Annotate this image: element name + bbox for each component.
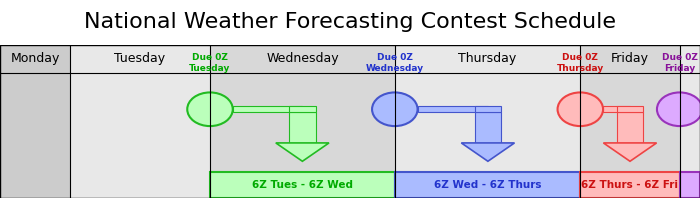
Bar xyxy=(617,106,643,112)
Bar xyxy=(70,45,210,198)
Bar xyxy=(580,172,680,198)
Text: Due 0Z
Wednesday: Due 0Z Wednesday xyxy=(365,53,424,72)
Bar xyxy=(289,112,316,143)
Bar xyxy=(680,45,700,198)
Text: Due 0Z
Thursday: Due 0Z Thursday xyxy=(556,53,604,72)
Bar xyxy=(395,172,580,198)
Text: 6Z Wed - 6Z Thurs: 6Z Wed - 6Z Thurs xyxy=(434,180,541,190)
Bar xyxy=(603,106,630,112)
Text: 6Z Tues - 6Z Wed: 6Z Tues - 6Z Wed xyxy=(252,180,353,190)
Bar xyxy=(232,106,302,112)
Polygon shape xyxy=(603,143,657,161)
Bar xyxy=(0,45,70,198)
Bar xyxy=(210,45,395,198)
Text: Monday: Monday xyxy=(10,52,60,65)
Bar xyxy=(475,112,501,143)
Bar xyxy=(580,45,680,198)
Bar xyxy=(289,106,316,112)
Ellipse shape xyxy=(657,92,700,126)
Text: Friday: Friday xyxy=(611,52,649,65)
Text: 6Z Thurs - 6Z Fri: 6Z Thurs - 6Z Fri xyxy=(582,180,678,190)
Text: Thursday: Thursday xyxy=(458,52,517,65)
Bar xyxy=(417,106,488,112)
Polygon shape xyxy=(461,143,514,161)
Text: Due 0Z
Tuesday: Due 0Z Tuesday xyxy=(189,53,231,72)
Text: Tuesday: Tuesday xyxy=(114,52,166,65)
Text: National Weather Forecasting Contest Schedule: National Weather Forecasting Contest Sch… xyxy=(84,12,616,32)
Ellipse shape xyxy=(372,92,417,126)
Polygon shape xyxy=(276,143,329,161)
Ellipse shape xyxy=(557,92,603,126)
Bar xyxy=(210,172,395,198)
Bar xyxy=(395,45,580,198)
Text: Due 0Z
Friday: Due 0Z Friday xyxy=(662,53,698,72)
Bar xyxy=(617,112,643,143)
Bar xyxy=(680,172,700,198)
Text: Wednesday: Wednesday xyxy=(266,52,339,65)
Bar xyxy=(475,106,501,112)
Ellipse shape xyxy=(188,92,232,126)
